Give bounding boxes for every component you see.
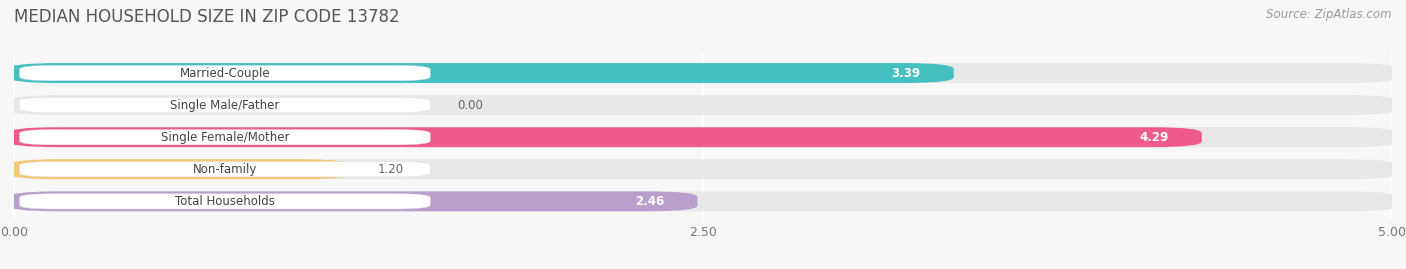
FancyBboxPatch shape <box>8 63 953 83</box>
FancyBboxPatch shape <box>8 95 1398 115</box>
FancyBboxPatch shape <box>8 63 1398 83</box>
FancyBboxPatch shape <box>8 159 1398 179</box>
FancyBboxPatch shape <box>20 97 430 113</box>
Text: Total Households: Total Households <box>174 195 274 208</box>
Text: Non-family: Non-family <box>193 163 257 176</box>
Text: Single Male/Father: Single Male/Father <box>170 99 280 112</box>
FancyBboxPatch shape <box>8 192 1398 211</box>
FancyBboxPatch shape <box>20 162 430 177</box>
FancyBboxPatch shape <box>8 159 350 179</box>
Text: Single Female/Mother: Single Female/Mother <box>160 131 290 144</box>
Text: 3.39: 3.39 <box>891 66 921 80</box>
FancyBboxPatch shape <box>20 130 430 145</box>
Text: 1.20: 1.20 <box>378 163 404 176</box>
Text: Source: ZipAtlas.com: Source: ZipAtlas.com <box>1267 8 1392 21</box>
Text: 0.00: 0.00 <box>458 99 484 112</box>
FancyBboxPatch shape <box>8 192 697 211</box>
Text: 2.46: 2.46 <box>636 195 665 208</box>
Text: Married-Couple: Married-Couple <box>180 66 270 80</box>
Text: 4.29: 4.29 <box>1139 131 1168 144</box>
FancyBboxPatch shape <box>8 127 1398 147</box>
FancyBboxPatch shape <box>20 194 430 209</box>
Text: MEDIAN HOUSEHOLD SIZE IN ZIP CODE 13782: MEDIAN HOUSEHOLD SIZE IN ZIP CODE 13782 <box>14 8 399 26</box>
FancyBboxPatch shape <box>8 127 1202 147</box>
FancyBboxPatch shape <box>20 65 430 81</box>
